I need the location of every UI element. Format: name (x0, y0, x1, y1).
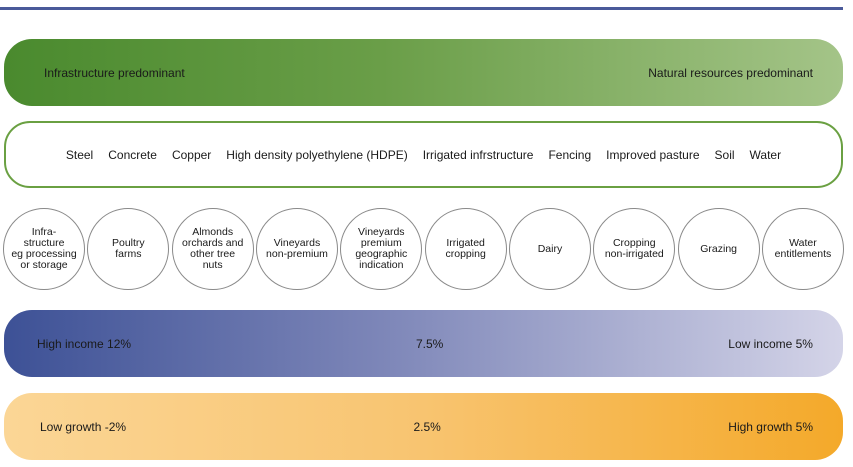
asset-circle-cropping-non-irrigated: Cropping non-irrigated (593, 208, 676, 290)
material-item: Concrete (108, 147, 157, 162)
material-item: Improved pasture (606, 147, 700, 162)
mid-income-label: 7.5% (415, 336, 444, 351)
asset-circle-irrigated-cropping: Irrigated cropping (424, 208, 507, 290)
material-item: Fencing (548, 147, 592, 162)
material-item: Steel (65, 147, 94, 162)
asset-circle-grazing: Grazing (677, 208, 760, 290)
top-rule (0, 7, 843, 10)
material-item: Copper (171, 147, 212, 162)
material-item: High density polyethylene (HDPE) (226, 147, 408, 162)
growth-band: Low growth -2% 2.5% High growth 5% (4, 393, 843, 460)
asset-circle-dairy: Dairy (508, 208, 591, 290)
infrastructure-label: Infrastructure predominant (44, 65, 185, 80)
asset-circle-infrastructure: Infra- structure eg processing or storag… (3, 208, 85, 290)
asset-circle-vineyards-premium: Vineyards premium geographic indication (340, 208, 423, 290)
natural-resources-label: Natural resources predominant (648, 65, 813, 80)
materials-box: Steel Concrete Copper High density polye… (4, 121, 843, 188)
asset-circle-vineyards-non-premium: Vineyards non-premium (255, 208, 338, 290)
infrastructure-vs-natural-band: Infrastructure predominant Natural resou… (4, 39, 843, 106)
low-income-label: Low income 5% (728, 336, 813, 351)
asset-circle-almonds: Almonds orchards and other tree nuts (171, 208, 254, 290)
asset-circle-water-entitlements: Water entitlements (761, 208, 844, 290)
mid-growth-label: 2.5% (413, 419, 441, 434)
material-item: Water (749, 147, 782, 162)
high-growth-label: High growth 5% (728, 419, 813, 434)
material-item: Soil (714, 147, 735, 162)
income-band: High income 12% 7.5% Low income 5% (4, 310, 843, 377)
low-growth-label: Low growth -2% (40, 419, 127, 434)
asset-circles: Infra- structure eg processing or storag… (3, 208, 844, 290)
high-income-label: High income 12% (37, 336, 132, 351)
material-item: Irrigated infrstructure (422, 147, 534, 162)
asset-circle-poultry: Poultry farms (87, 208, 170, 290)
